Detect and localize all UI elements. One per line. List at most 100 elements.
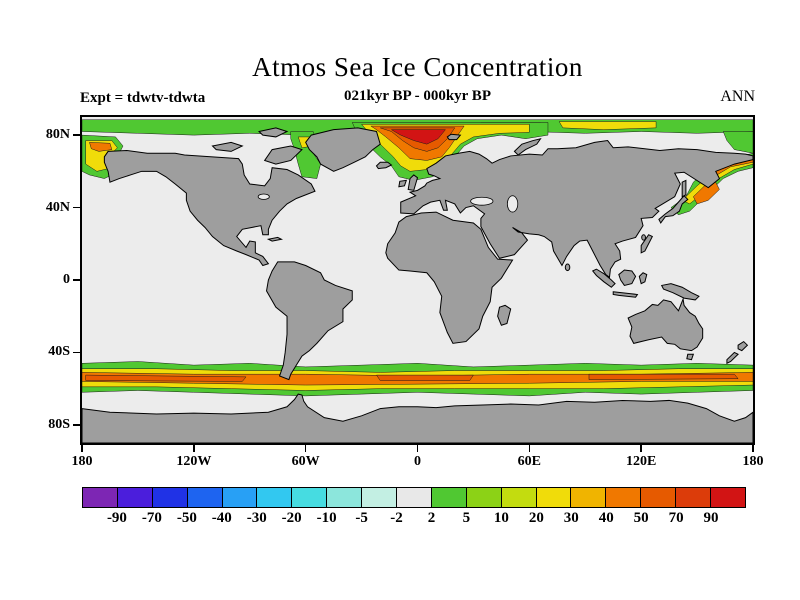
colorbar [82, 487, 746, 508]
ice-anomaly-southern-deep-orange-atlantic [376, 375, 473, 380]
colorbar-tick-label: 5 [462, 510, 471, 526]
continent-eurasia [401, 141, 753, 278]
colorbar-tick-label: -20 [281, 510, 302, 526]
colorbar-cell [676, 488, 712, 507]
lon-axis-tick [528, 445, 531, 452]
colorbar-cell [501, 488, 537, 507]
colorbar-tick-label: 10 [493, 510, 509, 526]
continent-antarctica [82, 394, 753, 443]
colorbar-cell [466, 488, 502, 507]
island-svalbard [447, 134, 460, 139]
colorbar-cell [711, 488, 745, 507]
island-iceland [376, 162, 391, 168]
island-sakhalin [682, 180, 686, 196]
colorbar-tick-label: 90 [703, 510, 719, 526]
island-baffin [265, 146, 302, 164]
colorbar-tick-label: 50 [633, 510, 649, 526]
lake-caspian-sea [507, 196, 517, 212]
island-borneo [619, 270, 636, 285]
map-frame: 80N 40N 0 40S 80S 180 120W 60W 0 60E 120E 180 [46, 115, 764, 469]
ice-anomaly-natlantic-red-core [391, 130, 445, 144]
lat-tick-label: 0 [63, 272, 70, 287]
island-philippines [641, 235, 652, 253]
colorbar-cell [431, 488, 467, 507]
lat-axis-tick [73, 351, 80, 354]
colorbar-cell [362, 488, 398, 507]
colorbar-tick-label: 70 [668, 510, 684, 526]
colorbar-tick-label: 20 [528, 510, 544, 526]
continent-australia [628, 299, 703, 351]
lake-black-sea [471, 197, 493, 205]
colorbar-tick-label: -40 [211, 510, 232, 526]
ice-anomaly-bering-orange [89, 142, 111, 151]
chart-title: Atmos Sea Ice Concentration [252, 52, 583, 82]
lat-axis-tick [73, 279, 80, 281]
lat-tick-label: 40S [48, 344, 70, 360]
colorbar-cell [327, 488, 363, 507]
colorbar-cell [536, 488, 572, 507]
island-new-zealand-south [727, 352, 738, 363]
island-sri-lanka [565, 264, 569, 271]
ice-anomaly-siberian-yellow [559, 122, 656, 130]
lat-axis-tick [73, 424, 80, 426]
lon-tick-label: 120W [176, 454, 212, 469]
colorbar-tick-label: -90 [106, 510, 127, 526]
island-ireland [399, 180, 406, 186]
lon-tick-label: 60E [517, 454, 541, 469]
ice-anomaly-bering-strait-green [723, 131, 753, 153]
lon-axis-tick [416, 445, 419, 452]
colorbar-cell [117, 488, 153, 507]
colorbar-tick-label: 30 [563, 510, 579, 526]
colorbar-tick-label: -5 [355, 510, 368, 526]
colorbar-tick-label: -50 [176, 510, 197, 526]
continent-north-america [104, 151, 315, 266]
lat-axis-tick [73, 134, 80, 136]
colorbar-cell [641, 488, 677, 507]
lat-tick-label: 40N [45, 199, 70, 215]
lon-tick-label: 180 [742, 454, 764, 469]
island-java [613, 292, 637, 297]
colorbar-cell [152, 488, 188, 507]
lon-tick-label: 180 [71, 454, 93, 469]
lon-axis-tick [304, 445, 307, 452]
lat-axis-tick [73, 206, 80, 209]
colorbar-tick-label: -10 [316, 510, 337, 526]
island-new-zealand-north [738, 342, 747, 351]
colorbar-tick-label: 40 [598, 510, 614, 526]
island-new-guinea [662, 284, 699, 300]
island-britain [408, 175, 417, 190]
colorbar-cell [83, 488, 118, 507]
island-tasmania [687, 354, 694, 359]
world-map-svg [82, 117, 753, 443]
period-label: 021kyr BP - 000kyr BP [344, 88, 491, 104]
lon-axis-tick [752, 445, 754, 452]
colorbar-labels: -90 -70 -50 -40 -30 -20 -10 -5 -2 2 5 10 20 30 40 50 70 9… [82, 510, 746, 530]
lon-tick-label: 0 [414, 454, 421, 469]
lon-axis-tick [193, 445, 195, 452]
island-sumatra [593, 269, 615, 287]
lon-tick-label: 120E [625, 454, 657, 469]
colorbar-cell [397, 488, 432, 507]
island-madagascar [498, 305, 511, 325]
lake-great-lakes [258, 194, 269, 199]
island-sulawesi [639, 273, 646, 284]
colorbar-tick-label: -70 [141, 510, 162, 526]
colorbar-cell [292, 488, 328, 507]
continent-africa [386, 212, 513, 343]
island-greenland [306, 128, 381, 171]
colorbar-cell [257, 488, 293, 507]
island-novaya-zemlya [514, 139, 540, 155]
island-ellesmere [259, 128, 287, 137]
season-label: ANN [720, 88, 755, 105]
colorbar-tick-label: 2 [427, 510, 436, 526]
colorbar-tick-label: -30 [246, 510, 267, 526]
lon-axis-tick [640, 445, 642, 452]
colorbar-cell [571, 488, 607, 507]
colorbar-tick-label: -2 [390, 510, 403, 526]
lat-tick-label: 80N [45, 127, 70, 143]
island-japan [659, 196, 688, 223]
lat-tick-label: 80S [48, 416, 70, 432]
continent-south-america [267, 262, 353, 380]
lon-tick-label: 60W [291, 454, 320, 469]
